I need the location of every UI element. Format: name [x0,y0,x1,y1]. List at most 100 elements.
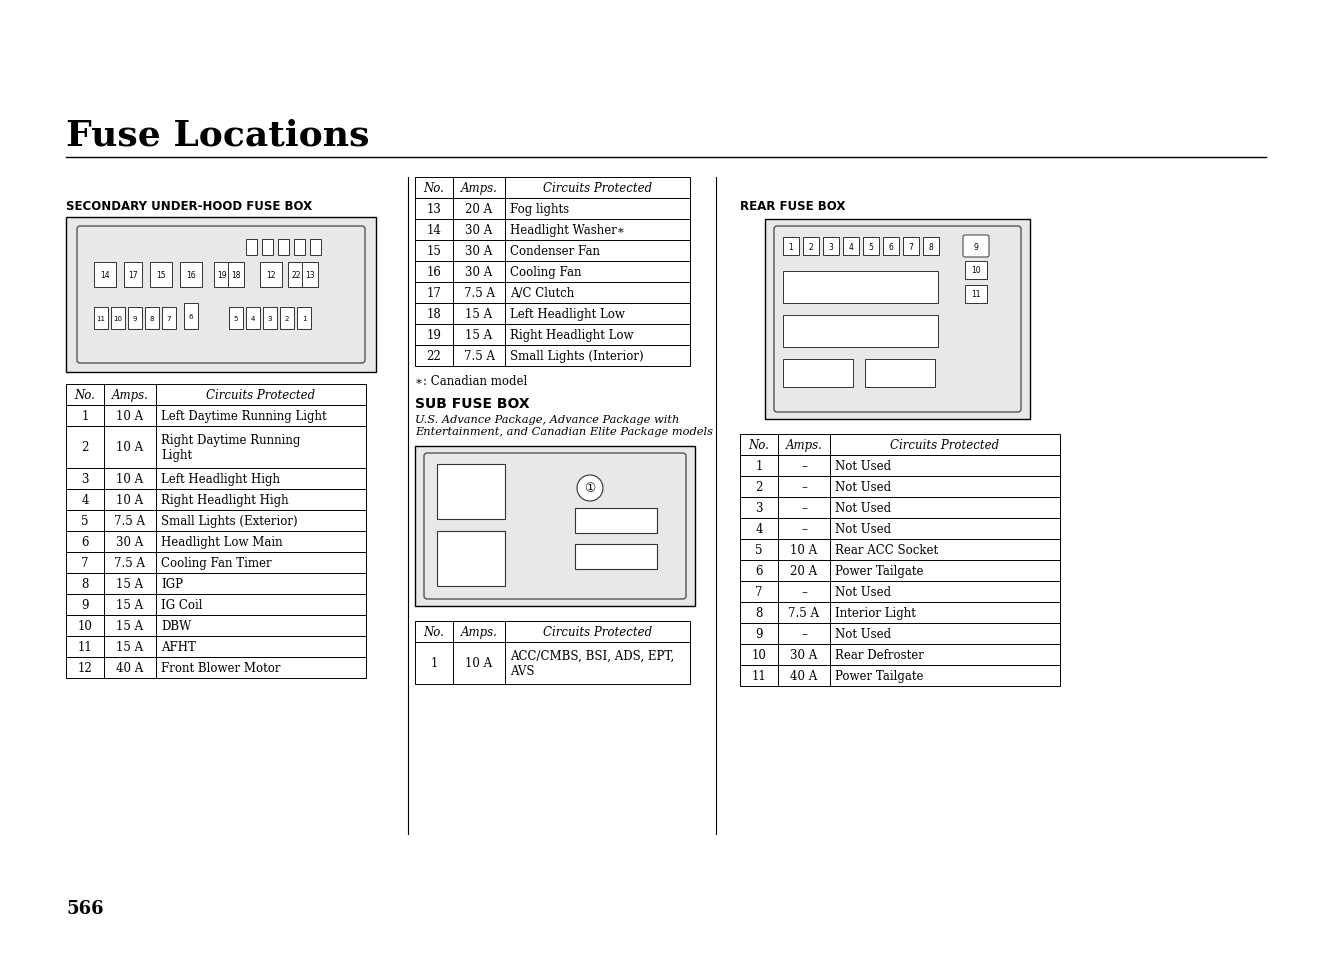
Bar [95,263,116,288]
Bar [741,560,1060,581]
Bar [437,532,505,586]
Text: 18: 18 [232,271,241,280]
Text: 15 A: 15 A [116,640,144,654]
Text: 7: 7 [908,242,914,252]
Text: 7.5 A: 7.5 A [464,287,494,299]
Bar [280,308,294,330]
Text: 22: 22 [292,271,301,280]
Bar [416,621,690,642]
Bar [741,623,1060,644]
FancyBboxPatch shape [963,235,988,257]
Text: 13: 13 [305,271,314,280]
Text: Entertainment, and Canadian Elite Package models: Entertainment, and Canadian Elite Packag… [416,427,713,436]
Text: 5: 5 [868,242,874,252]
Bar [783,359,852,388]
Bar [416,262,690,283]
Bar [416,642,690,684]
Bar [741,518,1060,539]
Text: Amps.: Amps. [112,389,148,401]
Text: 7: 7 [166,315,172,322]
Text: U.S. Advance Package, Advance Package with: U.S. Advance Package, Advance Package wi… [416,415,679,424]
Bar [741,435,1060,456]
Bar [67,658,366,679]
Text: Not Used: Not Used [835,459,891,473]
Text: 20 A: 20 A [790,564,818,578]
Bar [783,237,799,255]
Circle shape [577,476,603,501]
Bar [575,544,657,569]
Text: 3: 3 [829,242,834,252]
Text: 30 A: 30 A [790,648,818,661]
Text: 9: 9 [974,242,979,252]
Bar [783,272,938,304]
Text: –: – [801,480,807,494]
Text: 15 A: 15 A [116,578,144,590]
Text: 10 A: 10 A [790,543,818,557]
Bar [883,237,899,255]
Text: 566: 566 [67,899,104,917]
Bar [260,263,282,288]
Bar [294,240,305,255]
Text: 40 A: 40 A [790,669,818,682]
Bar [741,476,1060,497]
Text: 11: 11 [96,315,105,322]
Text: 10 A: 10 A [116,410,144,422]
Text: ACC/CMBS, BSI, ADS, EPT,
AVS: ACC/CMBS, BSI, ADS, EPT, AVS [510,649,674,678]
Text: Not Used: Not Used [835,480,891,494]
Text: No.: No. [424,625,445,639]
Text: –: – [801,522,807,536]
Bar [863,237,879,255]
Text: Amps.: Amps. [461,625,497,639]
Text: Left Headlight Low: Left Headlight Low [510,308,625,320]
Text: Circuits Protected: Circuits Protected [206,389,316,401]
Text: 2: 2 [755,480,763,494]
Bar [416,220,690,241]
Text: Left Daytime Running Light: Left Daytime Running Light [161,410,326,422]
Text: 3: 3 [268,315,272,322]
Text: 30 A: 30 A [465,245,493,257]
Bar [843,237,859,255]
Text: 10 A: 10 A [116,441,144,454]
Bar [184,304,198,330]
Text: IGP: IGP [161,578,182,590]
Bar [67,637,366,658]
Text: No.: No. [424,182,445,194]
Text: 11: 11 [971,291,980,299]
Text: –: – [801,627,807,640]
Bar [964,262,987,280]
Bar [246,308,260,330]
Bar [95,308,108,330]
Text: Circuits Protected: Circuits Protected [543,625,653,639]
Bar [741,602,1060,623]
Text: 4: 4 [250,315,256,322]
Text: 10: 10 [113,315,123,322]
Text: 10 A: 10 A [116,494,144,506]
Text: 20 A: 20 A [465,203,493,215]
Text: Rear Defroster: Rear Defroster [835,648,924,661]
Bar [67,469,366,490]
Text: Not Used: Not Used [835,501,891,515]
Text: Right Headlight High: Right Headlight High [161,494,289,506]
Text: 4: 4 [755,522,763,536]
Bar [765,220,1030,419]
Bar [67,511,366,532]
Bar [741,581,1060,602]
Text: ∗: Canadian model: ∗: Canadian model [416,375,527,388]
Bar [864,359,935,388]
Text: 9: 9 [755,627,763,640]
Text: 16: 16 [186,271,196,280]
Bar [228,263,244,288]
Bar [741,644,1060,665]
Bar [416,199,690,220]
Bar [67,218,376,373]
Text: 30 A: 30 A [465,224,493,236]
Text: Front Blower Motor: Front Blower Motor [161,661,281,675]
Bar [128,308,143,330]
Text: 4: 4 [848,242,854,252]
Text: Headlight Washer∗: Headlight Washer∗ [510,224,625,236]
Text: No.: No. [75,389,96,401]
Text: 15 A: 15 A [116,619,144,633]
Text: 7: 7 [755,585,763,598]
Bar [67,616,366,637]
Text: 10: 10 [751,648,766,661]
